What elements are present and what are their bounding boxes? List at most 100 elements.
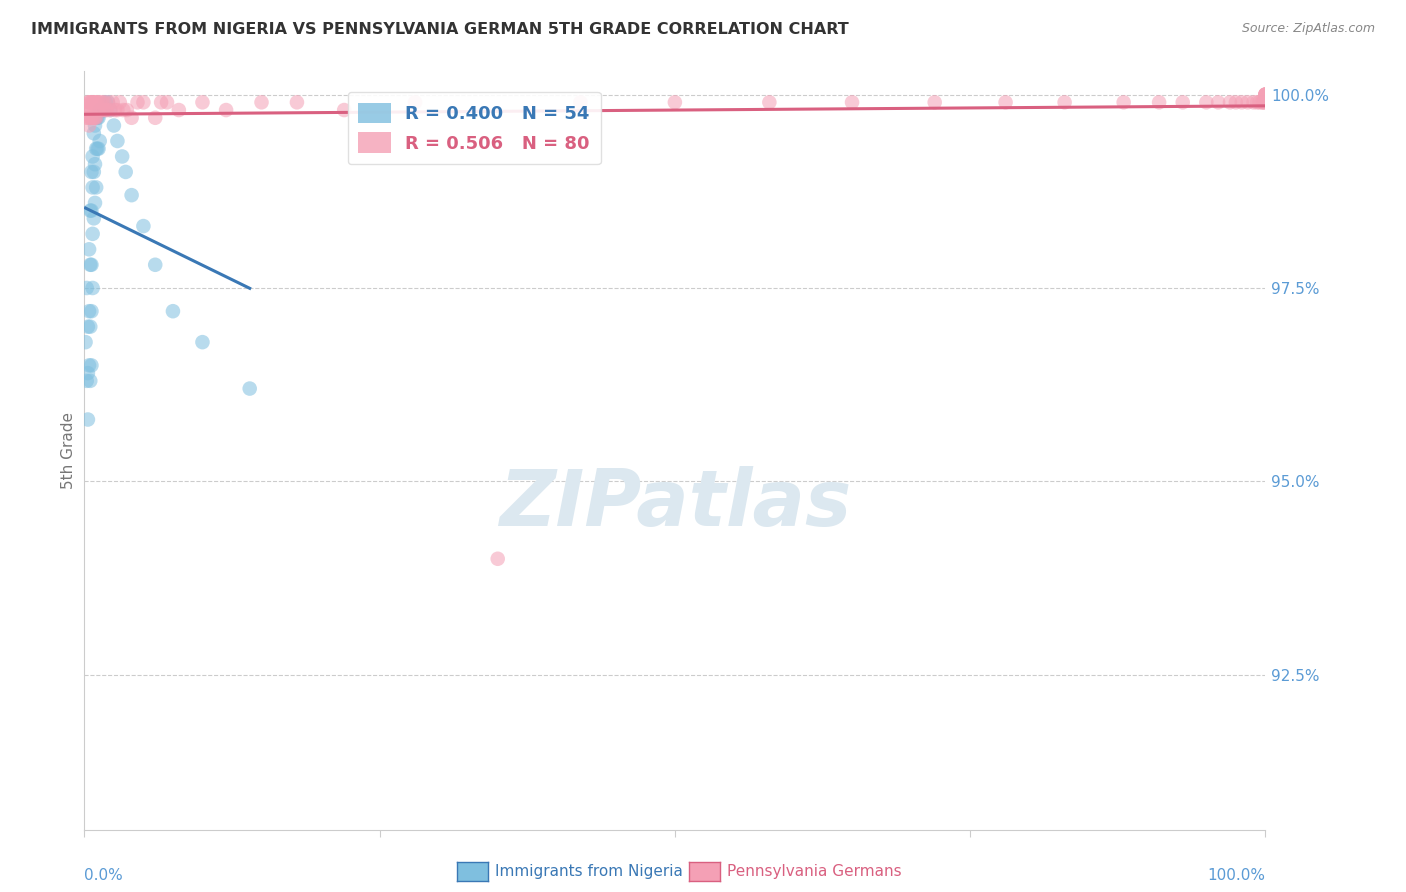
- Point: [1112, 95, 1135, 110]
- Point: [77, 359, 100, 373]
- Point: [1250, 95, 1272, 110]
- Point: [93, 95, 115, 110]
- Point: [77, 304, 100, 318]
- Point: [79, 258, 101, 272]
- Point: [86, 142, 108, 156]
- Text: 100.0%: 100.0%: [1208, 869, 1265, 883]
- Point: [80, 111, 103, 125]
- Point: [80, 258, 103, 272]
- Point: [841, 95, 863, 110]
- Point: [87, 103, 110, 117]
- Point: [101, 95, 124, 110]
- Point: [250, 95, 273, 110]
- Point: [82, 95, 104, 110]
- Point: [84, 111, 107, 125]
- Point: [98, 103, 121, 117]
- Point: [84, 119, 107, 133]
- Point: [569, 95, 592, 110]
- Point: [89, 95, 111, 110]
- Point: [79, 103, 101, 117]
- Point: [486, 551, 509, 566]
- Point: [77, 412, 100, 426]
- Point: [96, 103, 118, 117]
- Point: [94, 103, 117, 117]
- Point: [1254, 87, 1277, 102]
- Point: [191, 95, 214, 110]
- Legend: R = 0.400   N = 54, R = 0.506   N = 80: R = 0.400 N = 54, R = 0.506 N = 80: [347, 92, 600, 164]
- Point: [1251, 95, 1274, 110]
- Point: [80, 304, 103, 318]
- Point: [77, 111, 100, 125]
- Point: [89, 103, 111, 117]
- Point: [79, 319, 101, 334]
- Point: [90, 103, 112, 117]
- Point: [924, 95, 946, 110]
- Point: [77, 119, 100, 133]
- Point: [87, 111, 110, 125]
- Point: [333, 103, 356, 117]
- Point: [107, 134, 129, 148]
- Point: [97, 95, 120, 110]
- Point: [82, 227, 104, 241]
- Point: [132, 219, 155, 233]
- Point: [91, 95, 114, 110]
- Point: [132, 95, 155, 110]
- Point: [84, 157, 107, 171]
- Point: [94, 95, 117, 110]
- Point: [156, 95, 179, 110]
- Point: [89, 134, 111, 148]
- Point: [91, 103, 114, 117]
- Point: [90, 103, 112, 117]
- Point: [1219, 95, 1241, 110]
- Point: [104, 103, 127, 117]
- Point: [1171, 95, 1194, 110]
- Point: [664, 95, 686, 110]
- Point: [1253, 95, 1275, 110]
- Point: [1254, 87, 1277, 102]
- Point: [1246, 95, 1268, 110]
- Point: [75, 103, 97, 117]
- Point: [82, 111, 104, 125]
- Point: [83, 211, 105, 226]
- Point: [1254, 87, 1277, 102]
- Point: [82, 180, 104, 194]
- Point: [115, 103, 138, 117]
- Point: [86, 103, 108, 117]
- Point: [84, 195, 107, 210]
- Point: [77, 95, 100, 110]
- Point: [80, 203, 103, 218]
- Point: [150, 95, 173, 110]
- Point: [127, 95, 149, 110]
- Point: [1225, 95, 1247, 110]
- Point: [76, 374, 98, 388]
- Point: [1254, 87, 1277, 102]
- Point: [84, 111, 107, 125]
- Point: [86, 95, 108, 110]
- Point: [1243, 95, 1265, 110]
- Point: [91, 103, 114, 117]
- Text: Source: ZipAtlas.com: Source: ZipAtlas.com: [1241, 22, 1375, 36]
- Point: [80, 95, 103, 110]
- Point: [80, 359, 103, 373]
- Point: [83, 111, 105, 125]
- Point: [1253, 95, 1275, 110]
- Point: [1053, 95, 1076, 110]
- Point: [79, 111, 101, 125]
- Point: [79, 95, 101, 110]
- Point: [84, 111, 107, 125]
- Point: [112, 103, 135, 117]
- Text: 0.0%: 0.0%: [84, 869, 124, 883]
- Text: Pennsylvania Germans: Pennsylvania Germans: [727, 864, 901, 879]
- Point: [1195, 95, 1218, 110]
- Point: [285, 95, 308, 110]
- Point: [93, 103, 115, 117]
- Point: [79, 374, 101, 388]
- Point: [121, 188, 143, 202]
- Point: [162, 304, 184, 318]
- Point: [77, 103, 100, 117]
- Point: [167, 103, 190, 117]
- Point: [103, 119, 125, 133]
- Point: [1249, 95, 1271, 110]
- Point: [91, 103, 114, 117]
- Point: [77, 366, 100, 380]
